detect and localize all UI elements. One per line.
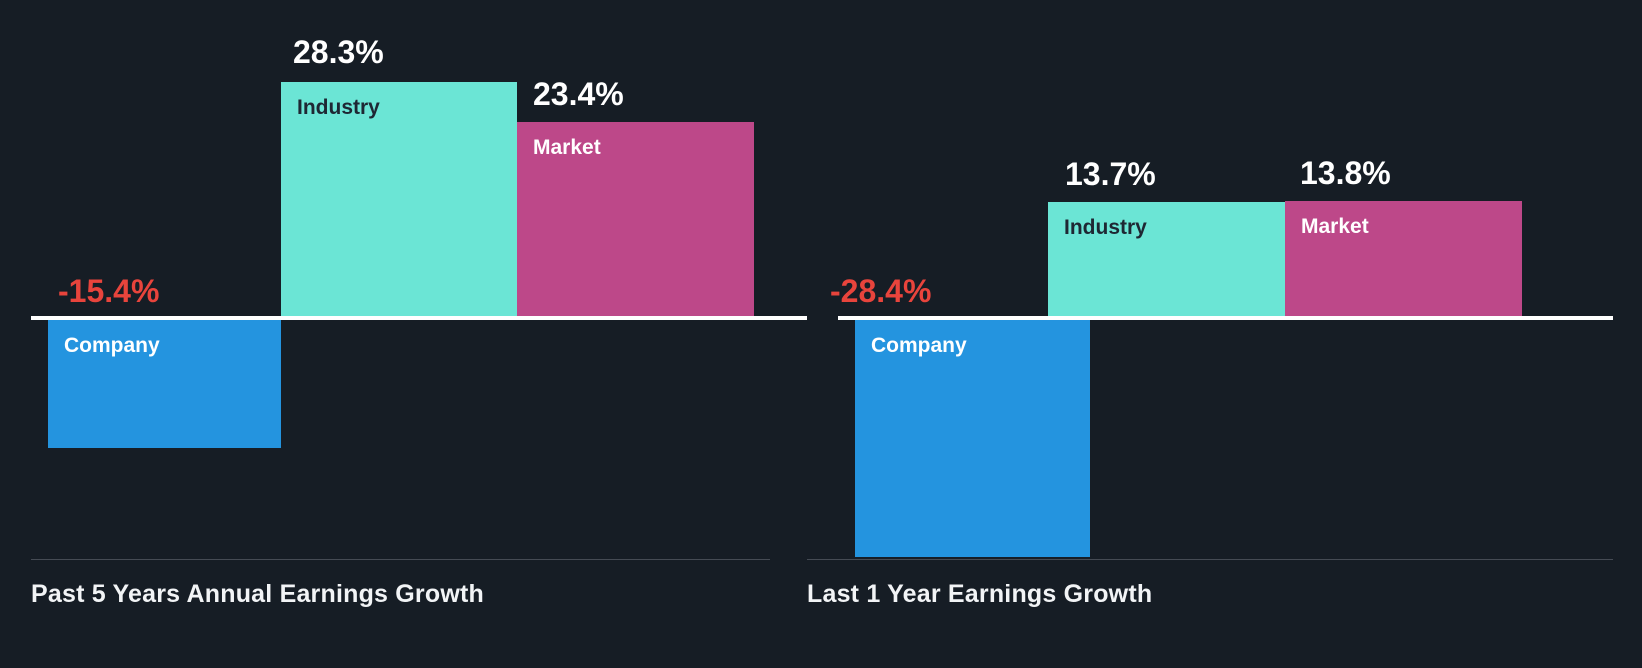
bar-label-market-left: Market — [533, 136, 601, 159]
zero-line-right — [838, 316, 1613, 320]
value-market-right: 13.8% — [1300, 155, 1391, 191]
bar-industry-left[interactable]: Industry — [281, 82, 517, 318]
value-industry-right: 13.7% — [1065, 156, 1156, 192]
caption-last-1-year: Last 1 Year Earnings Growth — [807, 580, 1153, 608]
bar-label-market-right: Market — [1301, 215, 1369, 238]
value-company-right: -28.4% — [830, 273, 932, 309]
bar-market-left[interactable]: Market — [517, 122, 754, 318]
caption-past-5-years: Past 5 Years Annual Earnings Growth — [31, 580, 484, 608]
bar-label-company-right: Company — [871, 334, 967, 357]
panel-past-5-years: Company -15.4% Industry 28.3% Market 23.… — [0, 0, 821, 608]
bar-company-left[interactable]: Company — [48, 320, 281, 448]
bar-label-industry-left: Industry — [297, 96, 380, 119]
bar-company-right[interactable]: Company — [855, 320, 1090, 557]
value-market-left: 23.4% — [533, 76, 624, 112]
divider-right — [807, 559, 1613, 560]
zero-line-left — [31, 316, 807, 320]
bar-market-right[interactable]: Market — [1285, 201, 1522, 318]
bar-label-company-left: Company — [64, 334, 160, 357]
plot-area-left: Company -15.4% Industry 28.3% Market 23.… — [0, 0, 821, 560]
value-industry-left: 28.3% — [293, 34, 384, 70]
bar-label-industry-right: Industry — [1064, 216, 1147, 239]
plot-area-right: Company -28.4% Industry 13.7% Market 13.… — [807, 0, 1642, 560]
panel-last-1-year: Company -28.4% Industry 13.7% Market 13.… — [807, 0, 1642, 668]
value-company-left: -15.4% — [58, 273, 160, 309]
divider-left — [31, 559, 770, 560]
bar-industry-right[interactable]: Industry — [1048, 202, 1285, 318]
